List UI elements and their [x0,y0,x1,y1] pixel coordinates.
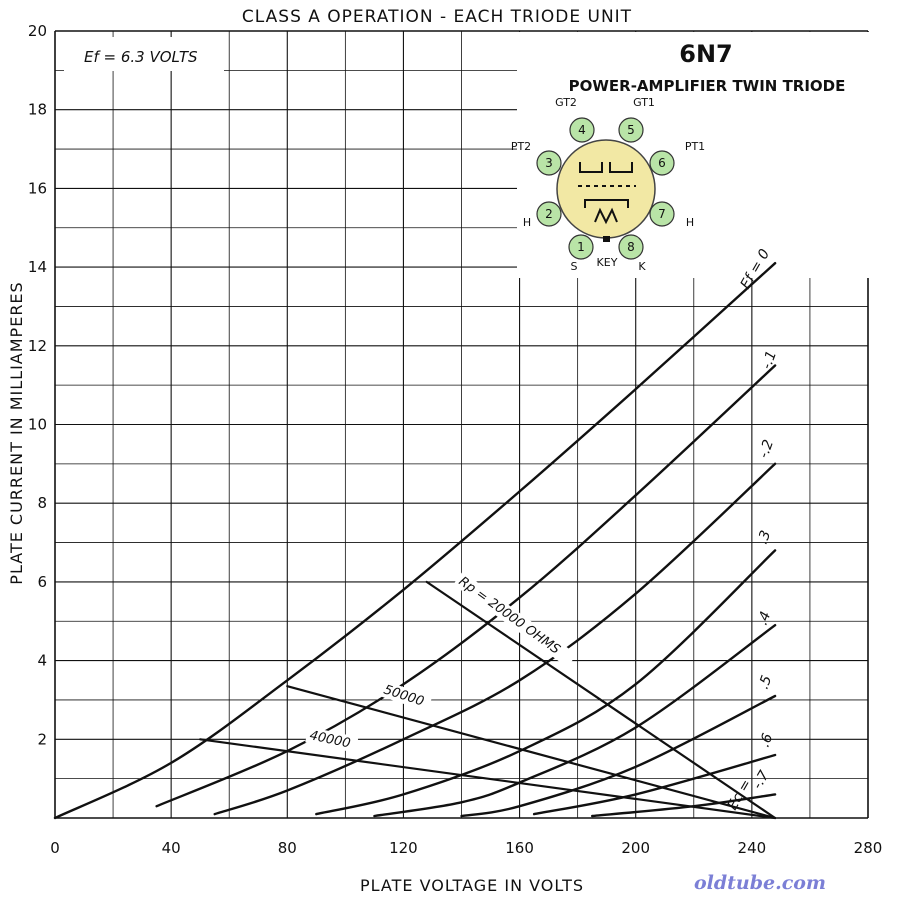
x-tick-label: 120 [389,839,418,857]
curve-label--.3: .3 [755,528,775,546]
curve-eg--.3 [315,549,777,816]
pin-2-circle [536,201,562,227]
watermark: oldtube.com [694,872,826,894]
load-line [425,580,777,820]
pin-8-circle [618,234,644,260]
heater-filament [594,207,618,225]
curve-label--.6: .6 [757,731,777,749]
pin-2-label: H [523,216,531,229]
pin-6-circle [649,150,675,176]
tube-base-diagram: 1 S 2 H 3 PT2 4 GT2 5 GT1 6 PT1 7 H 8K KEY [511,96,705,273]
pin-6-number: 6 [658,156,666,170]
key-label: KEY [597,256,618,269]
pin-4-circle [569,117,595,143]
pin-7-label: H [686,216,694,229]
load-line-label-background [378,680,433,712]
load-line [286,685,777,820]
load-line [199,738,777,820]
pin-7-number: 7 [658,207,666,221]
curve-eg--.5 [460,694,777,818]
y-tick-label: 20 [28,22,47,40]
y-tick-label: 14 [28,258,47,276]
curve-eg--.2 [213,462,777,816]
y-tick-label: 2 [37,730,47,748]
curve-eg-0 [53,262,777,820]
pin-2-number: 2 [545,207,553,221]
load-line-label-background [305,726,359,753]
load-line-label-background [453,571,577,668]
chart-title: CLASS A OPERATION - EACH TRIODE UNIT [242,7,632,27]
filament-voltage-note: Ef = 6.3 VOLTS [84,48,198,66]
pin-3-circle [536,150,562,176]
pin-8-number: 8 [627,240,635,254]
y-tick-label: 6 [37,573,47,591]
pin-4-number: 4 [578,123,586,137]
tube-type-label: 6N7 [679,40,732,68]
x-tick-label: 80 [278,839,297,857]
filament-note-box [64,37,224,71]
curve-label--.2: -.2 [756,438,777,461]
pin-7-circle [649,201,675,227]
tube-description: POWER-AMPLIFIER TWIN TRIODE [569,77,846,95]
cathode-electrode [584,199,629,208]
load-line-label: Rp = 20000 OHMS [456,574,563,657]
pin-3-number: 3 [545,156,553,170]
x-axis-title: PLATE VOLTAGE IN VOLTS [360,876,584,895]
curve-label--.7: -.7 [750,768,773,792]
tube-info-panel: 6N7 POWER-AMPLIFIER TWIN TRIODE 1 S 2 H 3 PT2… [511,32,872,278]
curve-eg--.6 [532,753,777,816]
y-tick-label: 8 [37,494,47,512]
curves [53,262,777,820]
curve-eg--.1 [155,364,777,808]
x-tick-label: 200 [621,839,650,857]
pin-3-label: PT2 [511,140,531,153]
pin-5-number: 5 [627,123,635,137]
curve-label--.5: .5 [756,673,776,691]
curve-label--.1: -.1 [759,349,780,372]
curve-label--.4: .4 [755,609,775,627]
y-axis-title: PLATE CURRENT IN MILLIAMPERES [7,281,26,584]
pin-8-label: K [638,260,646,273]
x-tick-label: 40 [162,839,181,857]
plate-electrodes [579,162,633,173]
curve-eg--.4 [373,624,777,818]
y-tick-label: 16 [28,179,47,197]
y-tick-label: 4 [37,652,47,670]
y-tick-label: 18 [28,101,47,119]
x-tick-label: 0 [50,839,60,857]
y-tick-label: 12 [28,337,47,355]
pin-5-circle [618,117,644,143]
pin-1-label: S [571,260,578,273]
pin-5-label: GT1 [633,96,655,109]
pin-1-number: 1 [577,240,585,254]
pin-4-label: GT2 [555,96,577,109]
pin-1-circle [568,234,594,260]
x-tick-label: 280 [854,839,883,857]
x-tick-label: 160 [505,839,534,857]
key-notch [603,236,610,242]
pin-6-label: PT1 [685,140,705,153]
x-tick-label: 240 [738,839,767,857]
grid-bias-prefix: Ec = [725,777,755,813]
y-tick-label: 10 [28,416,47,434]
